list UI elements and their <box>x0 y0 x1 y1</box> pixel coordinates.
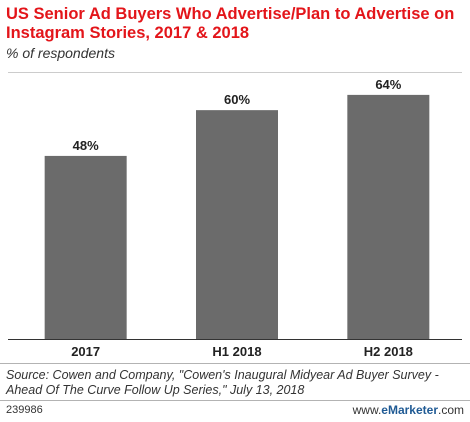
source-divider <box>0 363 470 364</box>
bar-3 <box>347 94 430 339</box>
bar-1 <box>44 155 127 339</box>
brand-suffix: .com <box>437 403 464 417</box>
bar-2 <box>196 110 278 340</box>
brand-link[interactable]: www.eMarketer.com <box>353 403 464 417</box>
category-label-3: H2 2018 <box>364 344 413 359</box>
footer-divider <box>0 400 470 401</box>
bars <box>44 94 430 340</box>
value-label-3: 64% <box>375 77 401 92</box>
value-labels: 48% 60% 64% <box>73 77 402 153</box>
source-note: Source: Cowen and Company, "Cowen's Inau… <box>6 368 439 397</box>
value-label-1: 48% <box>73 138 99 153</box>
category-label-2: H1 2018 <box>212 344 261 359</box>
value-label-2: 60% <box>224 92 250 107</box>
brand-prefix: www. <box>352 403 382 417</box>
category-label-1: 2017 <box>71 344 100 359</box>
gridlines <box>8 72 462 340</box>
bar-chart: 48% 60% 64% 2017 H1 2018 H2 2018 <box>8 72 462 359</box>
category-labels: 2017 H1 2018 H2 2018 <box>71 344 413 359</box>
chart-subtitle: % of respondents <box>6 45 115 61</box>
chart-id: 239986 <box>6 404 43 416</box>
brand-name: eMarketer <box>381 403 438 417</box>
chart-title: US Senior Ad Buyers Who Advertise/Plan t… <box>6 5 455 42</box>
